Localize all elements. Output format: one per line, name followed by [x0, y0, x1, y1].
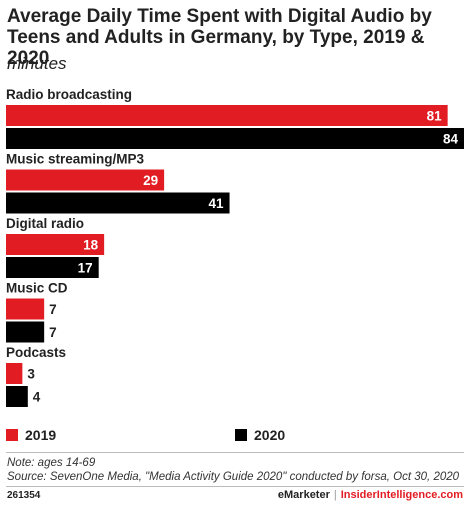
brand-emarketer: eMarketer: [277, 489, 330, 501]
bar-2019: [6, 363, 23, 384]
divider: [6, 452, 464, 453]
data-label-2019: 3: [27, 367, 35, 382]
bar-2020: [6, 128, 464, 149]
bar-2019: [6, 169, 165, 191]
brand-insider-intelligence: InsiderIntelligence.com: [340, 489, 463, 501]
category-label: Music CD: [6, 281, 68, 296]
data-label-2020: 41: [209, 196, 225, 211]
chart-title: Average Daily Time Spent with Digital Au…: [7, 6, 432, 69]
category-label: Radio broadcasting: [6, 87, 132, 102]
note-text: Note: ages 14-69: [7, 457, 96, 469]
bar-2020: [6, 321, 45, 343]
data-label-2020: 17: [78, 261, 93, 276]
data-label-2019: 18: [83, 238, 99, 253]
legend-swatch-2020: [235, 429, 247, 441]
legend-item-2019: 2019: [6, 427, 56, 443]
data-label-2019: 7: [49, 302, 57, 317]
category-label: Music streaming/MP3: [6, 152, 145, 167]
divider: [6, 486, 464, 487]
brand-footer: eMarketer | InsiderIntelligence.com: [278, 489, 463, 501]
data-label-2020: 84: [443, 132, 459, 147]
bar-2020: [6, 257, 99, 278]
legend-label-2020: 2020: [254, 427, 286, 443]
bar-2019: [6, 298, 45, 320]
category-label: Digital radio: [6, 216, 84, 231]
bar-2020: [6, 192, 230, 214]
source-text: Source: SevenOne Media, "Media Activity …: [7, 471, 460, 483]
chart-id: 261354: [7, 490, 41, 501]
data-label-2020: 7: [49, 325, 57, 340]
bar-2019: [6, 234, 105, 255]
data-label-2020: 4: [33, 390, 41, 405]
data-label-2019: 81: [427, 109, 443, 124]
bar-2019: [6, 105, 448, 126]
brand-separator: |: [333, 489, 337, 501]
legend-label-2019: 2019: [25, 427, 57, 443]
chart-subtitle: minutes: [7, 54, 67, 73]
bar-2020: [6, 386, 28, 407]
legend-item-2020: 2020: [235, 427, 285, 443]
data-label-2019: 29: [143, 173, 158, 188]
category-label: Podcasts: [6, 345, 66, 360]
legend-swatch-2019: [6, 429, 18, 441]
